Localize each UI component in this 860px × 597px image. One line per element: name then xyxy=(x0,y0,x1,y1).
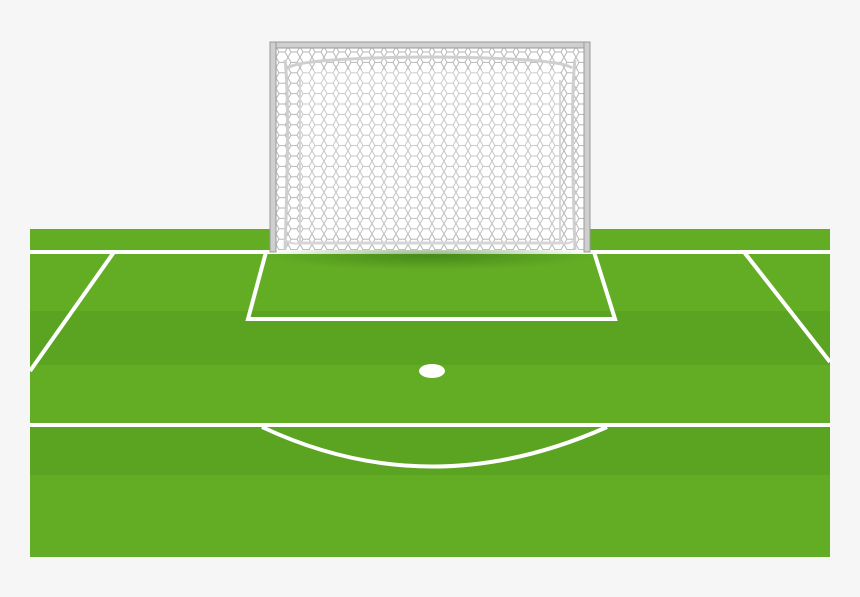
goal-back-frame xyxy=(283,59,577,251)
penalty-box-right-edge xyxy=(742,250,832,364)
goal-crossbar xyxy=(269,41,591,49)
penalty-spot-icon xyxy=(419,364,445,378)
goal-depth-left xyxy=(284,80,301,245)
pitch xyxy=(30,229,830,557)
goal-depth-right xyxy=(559,80,576,245)
goal-back-bar xyxy=(287,55,573,70)
goal-net-fade xyxy=(300,70,560,235)
goal-area-box xyxy=(245,251,618,321)
penalty-arc xyxy=(261,425,608,469)
penalty-box-left-edge xyxy=(28,250,116,373)
goal-net-icon xyxy=(269,41,591,253)
grass-stripe xyxy=(30,475,830,557)
goal-left-post xyxy=(269,41,277,253)
goal-right-post xyxy=(583,41,591,253)
